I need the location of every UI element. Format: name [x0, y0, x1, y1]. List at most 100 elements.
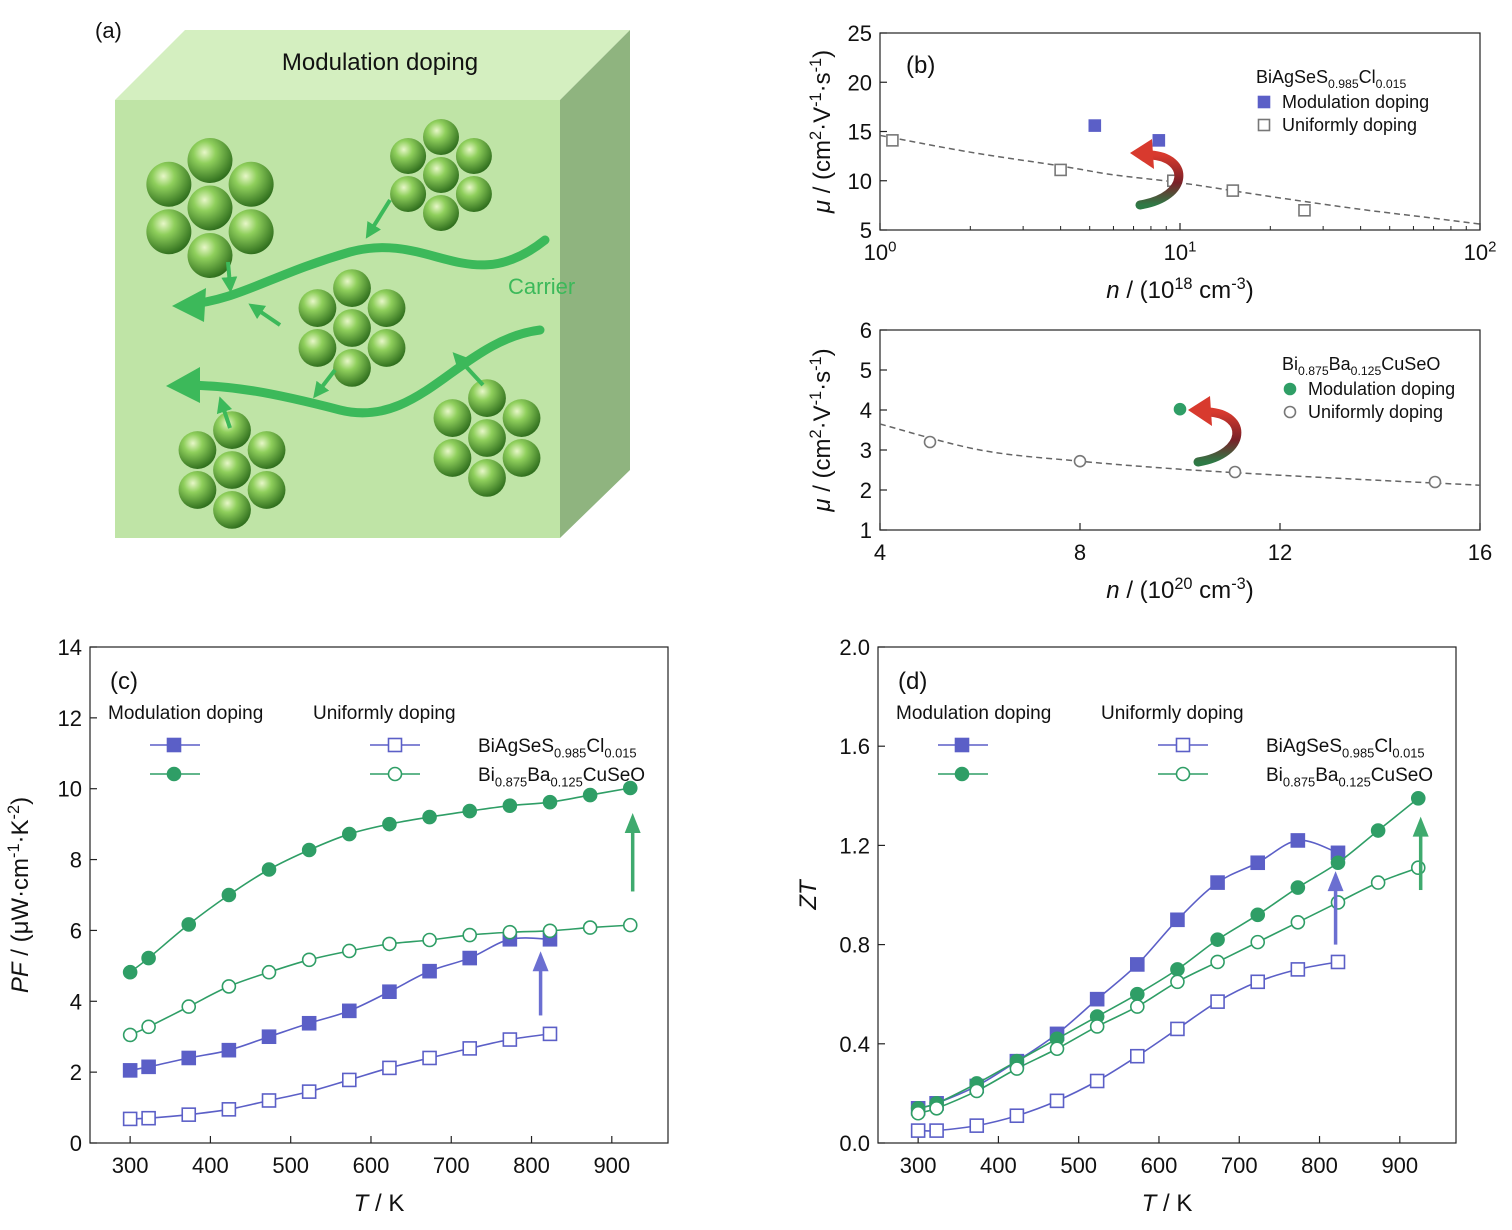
nanoprecipitate-sphere — [298, 289, 337, 327]
text-run: 0.125 — [550, 774, 582, 789]
y-tick-label: 1 — [860, 518, 872, 543]
y-tick-label: 8 — [70, 848, 82, 873]
data-point — [261, 1029, 277, 1045]
x-axis-variable: n — [1106, 577, 1119, 604]
x-tick-label: 101 — [1164, 239, 1197, 265]
text-run: Ba — [527, 765, 551, 786]
legend-compound: BiAgSeS0.985Cl0.015 — [1266, 736, 1425, 760]
x-axis-variable: T — [1142, 1190, 1159, 1217]
curved-arrow-head — [1130, 139, 1154, 169]
series — [1173, 402, 1187, 416]
plot-frame — [877, 646, 1457, 1144]
data-point — [954, 737, 970, 753]
data-point — [502, 1032, 518, 1047]
text-run: 1 — [1188, 239, 1196, 256]
nanoprecipitate-sphere — [187, 185, 233, 231]
nanoprecipitate-sphere — [468, 459, 506, 497]
y-axis-label: ZT — [795, 878, 822, 911]
data-point — [122, 964, 138, 980]
legend-title: BiAgSeS0.985Cl0.015 — [1256, 67, 1406, 91]
nanoprecipitate-sphere — [455, 138, 492, 174]
increase-arrow-head — [624, 813, 641, 834]
x-tick-label: 600 — [1141, 1153, 1178, 1178]
data-point — [1226, 184, 1240, 197]
series — [1088, 119, 1166, 147]
y-tick-label: 0.8 — [839, 933, 870, 958]
series — [122, 931, 558, 1078]
y-tick-label: 14 — [58, 635, 82, 660]
legend-column-header: Modulation doping — [896, 703, 1051, 724]
text-run: 0.875 — [495, 774, 527, 789]
diffusion-arrow — [313, 368, 337, 399]
data-point — [1175, 737, 1191, 753]
series — [886, 134, 1311, 217]
y-tick-label: 20 — [848, 70, 872, 95]
data-point — [502, 798, 518, 814]
y-tick-label: 0.4 — [839, 1032, 870, 1057]
text-run: Bi — [478, 765, 495, 786]
panel-a-schematic: (a) Modulation doping Carrier — [95, 18, 630, 538]
y-axis-label: μ / (cm2·V-1·s-1) — [807, 50, 836, 214]
legend-compound: Bi0.875Ba0.125CuSeO — [1266, 765, 1433, 789]
text-run: Bi — [1282, 354, 1298, 374]
data-point — [1009, 1061, 1025, 1076]
data-point — [1152, 134, 1166, 147]
data-point — [181, 1107, 197, 1122]
data-point — [1129, 957, 1145, 972]
data-point — [969, 1083, 985, 1099]
nanoprecipitate-sphere — [423, 157, 459, 193]
data-point — [1410, 860, 1426, 876]
text-run: -3 — [1231, 275, 1246, 293]
increase-arrow — [1412, 816, 1429, 891]
data-point — [462, 803, 478, 819]
data-point — [1330, 954, 1346, 970]
x-tick-label: 800 — [1301, 1153, 1338, 1178]
text-run: -3 — [1231, 575, 1246, 593]
series — [910, 954, 1346, 1138]
x-tick-label: 700 — [433, 1153, 470, 1178]
data-point — [1250, 907, 1266, 923]
data-point — [341, 1072, 357, 1088]
text-run: CuSeO — [1371, 765, 1433, 786]
data-point — [969, 1118, 985, 1133]
y-axis-variable: PF — [7, 961, 34, 993]
text-run: Cl — [1374, 736, 1392, 757]
text-run: ·V — [809, 405, 836, 429]
text-run: / (cm — [809, 438, 836, 498]
y-tick-label: 4 — [860, 398, 872, 423]
y-tick-label: 1.2 — [839, 833, 870, 858]
y-tick-label: 0.0 — [839, 1131, 870, 1156]
x-axis-label: T / K — [354, 1190, 405, 1217]
text-run: ) — [809, 50, 836, 58]
data-point — [181, 999, 197, 1014]
text-run: CuSeO — [1381, 354, 1440, 374]
x-axis-variable: T — [354, 1190, 371, 1217]
x-tick-label: 500 — [1060, 1153, 1097, 1178]
data-point — [122, 1027, 138, 1043]
text-run: ·V — [809, 107, 836, 131]
x-tick-label: 12 — [1268, 540, 1292, 565]
x-axis-label: n / (1018 cm-3) — [1106, 275, 1253, 304]
y-tick-label: 1.6 — [839, 734, 870, 759]
y-tick-label: 6 — [70, 918, 82, 943]
data-point — [1170, 962, 1185, 977]
data-point — [1290, 962, 1306, 977]
increase-arrow-head — [1327, 871, 1344, 892]
y-tick-label: 2 — [860, 478, 872, 503]
nanoprecipitate-sphere — [433, 439, 472, 477]
diffusion-arrows — [216, 198, 485, 429]
text-run: 0.985 — [554, 745, 586, 760]
data-point — [341, 1003, 357, 1019]
text-run: 0.875 — [1283, 774, 1315, 789]
data-point — [341, 943, 357, 959]
text-run: / (μW·cm — [7, 858, 34, 962]
text-run: Cl — [586, 736, 604, 757]
panel-a-title: Modulation doping — [282, 49, 478, 76]
nanoprecipitate-cluster — [146, 138, 274, 278]
text-run: 2 — [807, 429, 825, 438]
nanoprecipitate-sphere — [247, 431, 286, 469]
x-tick-label: 102 — [1464, 239, 1497, 265]
increase-arrow-head — [1412, 816, 1429, 837]
text-run: 0.125 — [1351, 364, 1382, 378]
